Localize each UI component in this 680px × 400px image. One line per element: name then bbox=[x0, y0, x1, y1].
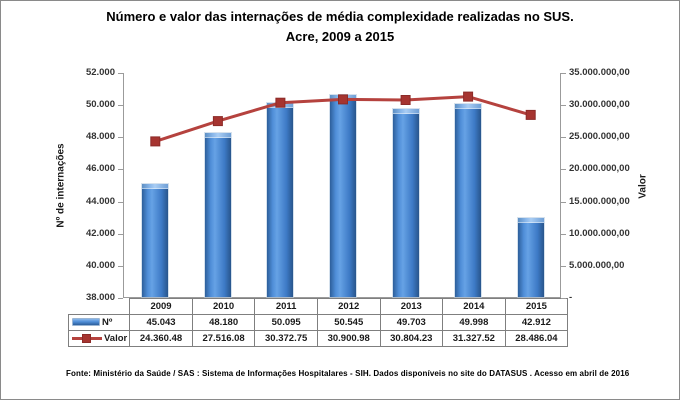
right-axis-tick-label: 10.000.000,00 bbox=[569, 227, 630, 239]
right-axis-tick bbox=[561, 73, 566, 74]
right-axis-tick bbox=[561, 137, 566, 139]
left-axis-tick-label: 52.000 bbox=[85, 67, 115, 78]
right-axis-tick bbox=[561, 265, 566, 267]
left-axis-tick-label: 42.000 bbox=[85, 227, 115, 239]
legend-bar-swatch-icon bbox=[72, 318, 100, 327]
table-row-years: 2009 2010 2011 2012 2013 2014 2015 bbox=[69, 298, 569, 315]
left-axis-tick-label: 48.000 bbox=[85, 131, 115, 143]
left-axis-tick bbox=[118, 298, 123, 299]
right-axis-tick-label: - bbox=[569, 292, 573, 303]
table-cell-year: 2015 bbox=[504, 298, 569, 315]
left-axis-tick-label: 40.000 bbox=[85, 259, 115, 271]
table-cell-year: 2013 bbox=[379, 298, 444, 315]
bar-2014 bbox=[455, 104, 482, 297]
bar-2013 bbox=[392, 108, 419, 297]
table-cell-value: 50.545 bbox=[316, 314, 381, 331]
table-cell-value: 30.372.75 bbox=[254, 330, 318, 347]
valor-marker-2010 bbox=[212, 116, 223, 127]
bar-2009 bbox=[142, 183, 169, 297]
right-axis-tick-label: 25.000.000,00 bbox=[569, 131, 630, 143]
table-cell-value: 27.516.08 bbox=[191, 330, 256, 347]
legend-line-swatch-icon bbox=[72, 333, 102, 343]
table-cell-value: 28.486.04 bbox=[504, 330, 569, 347]
right-axis-tick bbox=[561, 105, 566, 107]
legend-cell-no: Nº bbox=[67, 314, 131, 331]
data-table: 2009 2010 2011 2012 2013 2014 2015 Nº 45.043 48.1… bbox=[67, 298, 569, 347]
source-note: Fonte: Ministério da Saúde / SAS : Siste… bbox=[66, 369, 630, 378]
legend-marker-square-icon bbox=[82, 333, 91, 343]
table-cell-value: 42.912 bbox=[504, 314, 569, 331]
valor-marker-2013 bbox=[400, 95, 411, 105]
valor-marker-2014 bbox=[463, 91, 474, 102]
right-axis-tick bbox=[561, 233, 566, 235]
bar-2011 bbox=[267, 102, 294, 297]
table-row-valor: Valor 24.360.48 27.516.08 30.372.75 30.900.9… bbox=[67, 330, 569, 347]
table-cell-year: 2010 bbox=[191, 298, 256, 315]
plot-area bbox=[123, 73, 561, 298]
valor-marker-2015 bbox=[525, 109, 536, 120]
right-axis-tick bbox=[561, 169, 566, 171]
left-axis-tick bbox=[118, 137, 123, 139]
left-axis-tick-label: 44.000 bbox=[85, 195, 115, 207]
table-cell-value: 49.703 bbox=[379, 314, 444, 331]
legend-label: Valor bbox=[104, 333, 128, 344]
right-axis-tick-label: 15.000.000,00 bbox=[569, 195, 630, 207]
left-axis-tick-label: 50.000 bbox=[85, 99, 115, 111]
table-cell-year: 2011 bbox=[254, 298, 318, 315]
table-cell-value: 50.095 bbox=[254, 314, 318, 331]
table-row-numero: Nº 45.043 48.180 50.095 50.545 49.703 49.998 42… bbox=[67, 314, 569, 331]
table-cell-year: 2009 bbox=[129, 298, 193, 315]
table-cell-value: 24.360.48 bbox=[129, 330, 193, 347]
chart-title-line1: Número e valor das internações de média … bbox=[106, 9, 574, 24]
valor-marker-2009 bbox=[150, 136, 161, 147]
left-axis-tick bbox=[118, 73, 123, 74]
legend-cell-valor: Valor bbox=[67, 330, 131, 347]
valor-marker-2012 bbox=[338, 94, 348, 105]
left-axis-tick bbox=[118, 169, 123, 171]
right-axis-tick-label: 30.000.000,00 bbox=[569, 99, 630, 111]
bar-2015 bbox=[517, 218, 544, 297]
table-cell-value: 49.998 bbox=[442, 314, 506, 331]
left-axis-tick bbox=[118, 201, 123, 203]
chart-title-line2: Acre, 2009 a 2015 bbox=[285, 29, 395, 44]
valor-line-series bbox=[150, 91, 536, 147]
left-axis-tick-label: 38.000 bbox=[85, 292, 115, 303]
table-cell-value: 30.804.23 bbox=[379, 330, 444, 347]
bar-2010 bbox=[204, 133, 231, 297]
valor-marker-2011 bbox=[275, 97, 286, 108]
chart-title: Número e valor das internações de média … bbox=[1, 7, 679, 47]
right-axis-tick-label: 35.000.000,00 bbox=[569, 67, 630, 78]
right-axis-tick bbox=[561, 201, 566, 203]
table-cell-year: 2012 bbox=[316, 298, 381, 315]
legend-label: Nº bbox=[102, 317, 113, 328]
bar-2012 bbox=[330, 95, 356, 297]
left-axis-title: Nº de internações bbox=[55, 143, 67, 228]
table-cell-value: 31.327.52 bbox=[442, 330, 506, 347]
left-axis-tick bbox=[118, 105, 123, 107]
left-axis-tick bbox=[118, 233, 123, 235]
table-cell-value: 45.043 bbox=[129, 314, 193, 331]
table-cell-value: 30.900.98 bbox=[316, 330, 381, 347]
right-axis-tick-label: 5.000.000,00 bbox=[569, 259, 625, 271]
right-axis-tick bbox=[561, 298, 566, 299]
left-axis-tick bbox=[118, 265, 123, 267]
right-axis-tick-label: 20.000.000,00 bbox=[569, 163, 630, 175]
left-axis-tick-label: 46.000 bbox=[85, 163, 115, 175]
table-cell-value: 48.180 bbox=[191, 314, 256, 331]
table-cell-year: 2014 bbox=[442, 298, 506, 315]
